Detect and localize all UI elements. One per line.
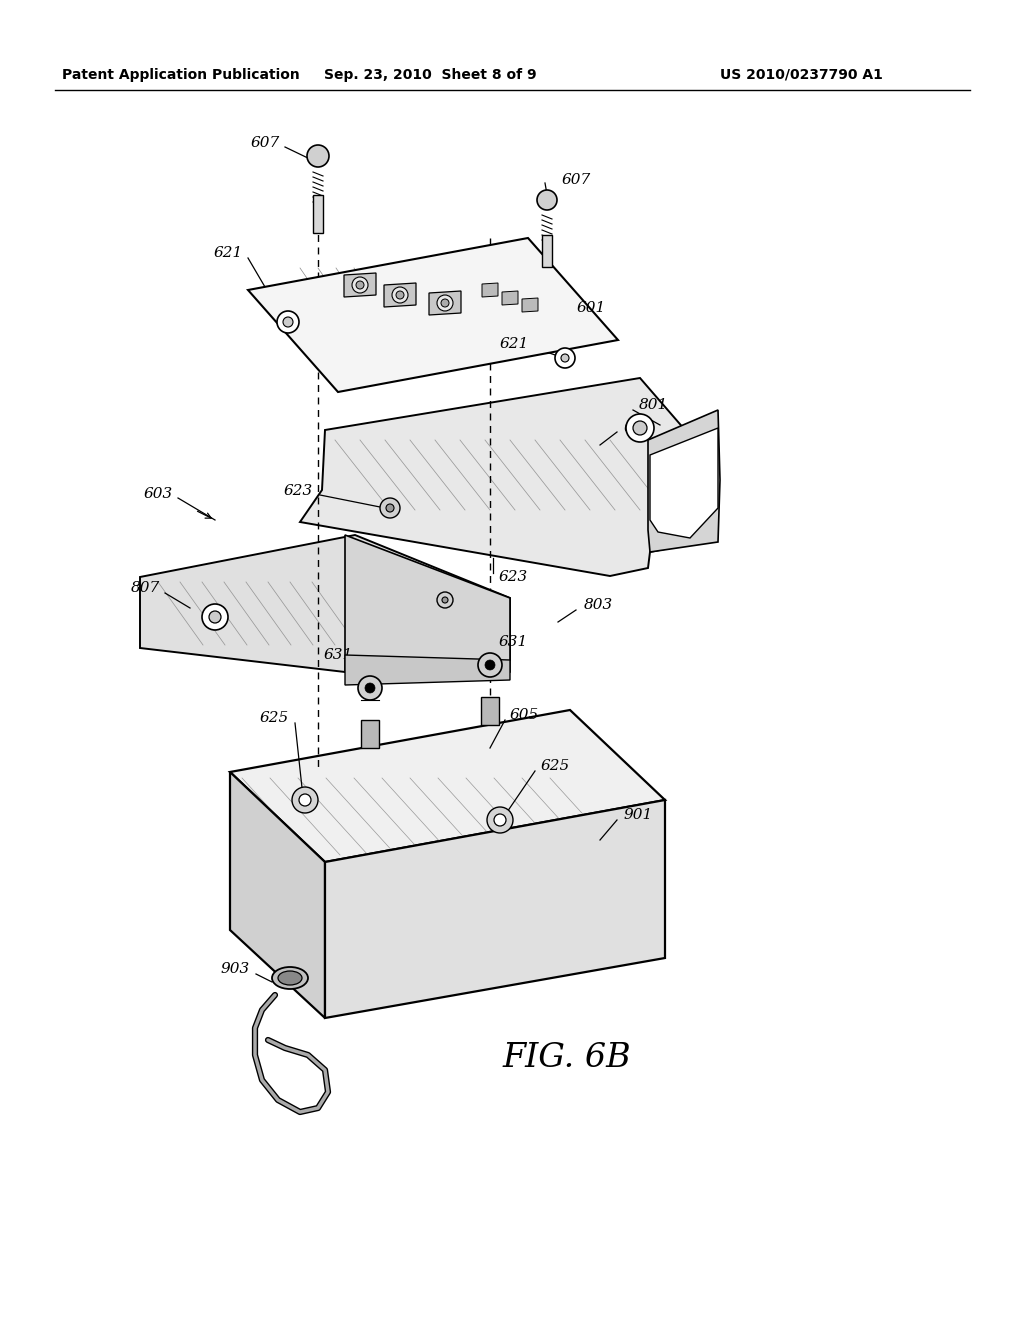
Polygon shape (429, 290, 461, 315)
Polygon shape (502, 290, 518, 305)
Polygon shape (300, 378, 718, 576)
Circle shape (386, 504, 394, 512)
Circle shape (292, 787, 318, 813)
Bar (542, 235, 552, 267)
Text: 601: 601 (577, 301, 605, 315)
Polygon shape (140, 535, 510, 672)
Circle shape (487, 807, 513, 833)
Polygon shape (482, 282, 498, 297)
Polygon shape (384, 282, 416, 308)
Polygon shape (345, 535, 510, 672)
Circle shape (365, 682, 375, 693)
Text: 803: 803 (584, 598, 612, 612)
Bar (481, 697, 499, 725)
Text: 621: 621 (213, 246, 243, 260)
Polygon shape (648, 411, 720, 552)
Text: 631: 631 (499, 635, 527, 649)
Polygon shape (325, 800, 665, 1018)
Circle shape (441, 300, 449, 308)
Circle shape (352, 277, 368, 293)
Circle shape (283, 317, 293, 327)
Circle shape (380, 498, 400, 517)
Text: 903: 903 (220, 962, 250, 975)
Circle shape (437, 591, 453, 609)
Text: 807: 807 (130, 581, 160, 595)
Polygon shape (650, 428, 718, 539)
Circle shape (561, 354, 569, 362)
Text: 603: 603 (143, 487, 173, 502)
Circle shape (485, 660, 495, 671)
Ellipse shape (278, 972, 302, 985)
Circle shape (299, 795, 311, 807)
Circle shape (396, 290, 404, 300)
Text: 625: 625 (259, 711, 289, 725)
Polygon shape (344, 273, 376, 297)
Polygon shape (522, 298, 538, 312)
Text: Sep. 23, 2010  Sheet 8 of 9: Sep. 23, 2010 Sheet 8 of 9 (324, 69, 537, 82)
Circle shape (633, 421, 647, 436)
Polygon shape (345, 655, 510, 685)
Text: 605: 605 (509, 708, 539, 722)
Circle shape (202, 605, 228, 630)
Text: 607: 607 (561, 173, 591, 187)
Text: 901: 901 (624, 808, 652, 822)
Bar (313, 195, 323, 234)
Text: 607: 607 (251, 136, 280, 150)
Text: Patent Application Publication: Patent Application Publication (62, 69, 300, 82)
Polygon shape (230, 710, 665, 862)
Text: 801: 801 (638, 399, 668, 412)
Circle shape (209, 611, 221, 623)
Circle shape (356, 281, 364, 289)
Text: 621: 621 (500, 337, 528, 351)
Circle shape (437, 294, 453, 312)
Circle shape (478, 653, 502, 677)
Bar (361, 719, 379, 748)
Circle shape (537, 190, 557, 210)
Text: 631: 631 (324, 648, 352, 663)
Text: 623: 623 (284, 484, 312, 498)
Ellipse shape (272, 968, 308, 989)
Circle shape (307, 145, 329, 168)
Polygon shape (230, 772, 325, 1018)
Text: US 2010/0237790 A1: US 2010/0237790 A1 (720, 69, 883, 82)
Circle shape (555, 348, 575, 368)
Text: 625: 625 (541, 759, 569, 774)
Circle shape (358, 676, 382, 700)
Polygon shape (248, 238, 618, 392)
Text: 623: 623 (499, 570, 527, 583)
Circle shape (626, 414, 654, 442)
Circle shape (278, 312, 299, 333)
Circle shape (442, 597, 449, 603)
Circle shape (392, 286, 408, 304)
Text: 603: 603 (624, 421, 652, 436)
Circle shape (494, 814, 506, 826)
Text: FIG. 6B: FIG. 6B (503, 1041, 632, 1074)
